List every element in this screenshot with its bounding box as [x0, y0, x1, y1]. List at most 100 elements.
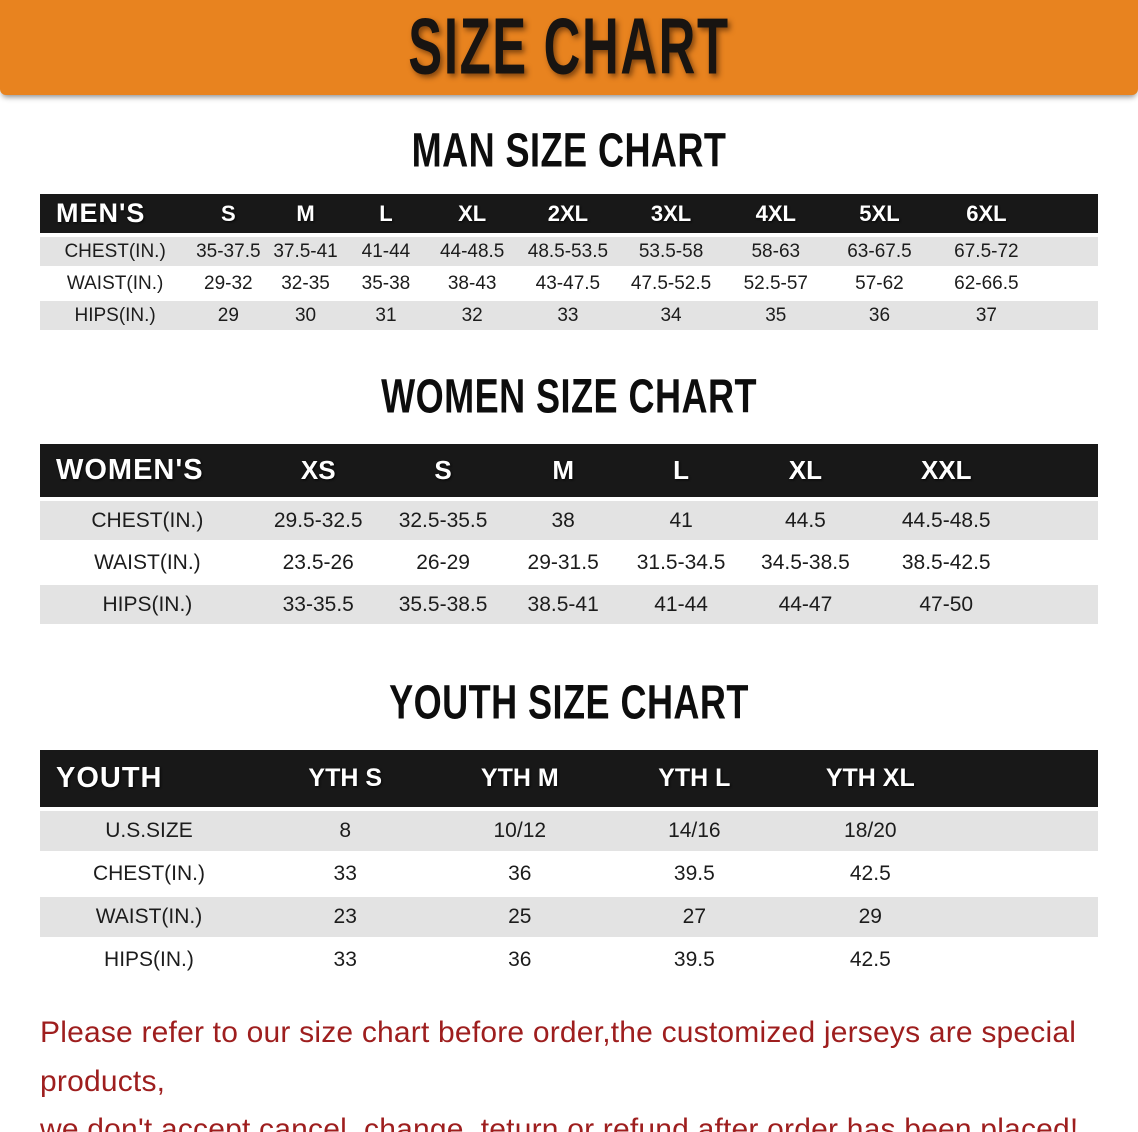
row-label: CHEST(IN.)	[40, 501, 255, 543]
youth-waist-row: WAIST(IN.) 23 25 27 29	[40, 897, 1098, 940]
women-size-header: S	[381, 444, 505, 501]
men-size-header: S	[190, 194, 267, 237]
women-size-header: XS	[254, 444, 382, 501]
row-label: HIPS(IN.)	[40, 940, 258, 983]
row-label: CHEST(IN.)	[40, 237, 191, 269]
size-cell: 38.5-42.5	[870, 543, 1098, 585]
size-cell: 38	[504, 501, 622, 543]
size-cell: 23.5-26	[254, 543, 382, 585]
size-cell: 63-67.5	[828, 237, 931, 269]
size-cell: 29.5-32.5	[254, 501, 382, 543]
youth-header-row: YOUTH YTH S YTH M YTH L YTH XL	[40, 750, 1098, 811]
size-cell: 37	[930, 301, 1098, 333]
size-cell: 36	[432, 854, 608, 897]
size-cell: 32.5-35.5	[381, 501, 505, 543]
row-label: CHEST(IN.)	[40, 854, 258, 897]
size-cell: 44-48.5	[427, 237, 518, 269]
size-cell: 44-47	[740, 585, 871, 627]
women-size-header: XXL	[870, 444, 1098, 501]
size-cell: 29-32	[190, 269, 267, 301]
men-section-title: MAN SIZE CHART	[411, 122, 727, 178]
footer-notice: Please refer to our size chart before or…	[40, 1009, 1098, 1132]
size-cell: 29-31.5	[504, 543, 622, 585]
size-cell: 31	[344, 301, 428, 333]
size-cell: 38.5-41	[504, 585, 622, 627]
size-cell: 33	[517, 301, 619, 333]
women-size-header: L	[621, 444, 741, 501]
size-cell: 33-35.5	[254, 585, 382, 627]
men-size-header: 3XL	[618, 194, 724, 237]
size-cell: 33	[257, 940, 433, 983]
row-label: WAIST(IN.)	[40, 269, 191, 301]
size-cell: 38-43	[427, 269, 518, 301]
size-cell: 47.5-52.5	[618, 269, 724, 301]
size-cell: 32	[427, 301, 518, 333]
youth-corner-label: YOUTH	[40, 750, 258, 811]
notice-line-1: Please refer to our size chart before or…	[40, 1016, 1077, 1098]
size-cell: 18/20	[781, 811, 1098, 854]
men-size-header: L	[344, 194, 428, 237]
youth-size-header: YTH L	[607, 750, 782, 811]
women-header-row: WOMEN'S XS S M L XL XXL	[40, 444, 1098, 501]
men-size-header: 4XL	[723, 194, 829, 237]
women-size-header: M	[504, 444, 622, 501]
size-cell: 39.5	[607, 940, 782, 983]
size-cell: 37.5-41	[266, 237, 345, 269]
size-cell: 36	[432, 940, 608, 983]
men-size-header: 2XL	[517, 194, 619, 237]
women-section-title: WOMEN SIZE CHART	[381, 368, 757, 424]
men-size-header: M	[266, 194, 345, 237]
youth-ussize-row: U.S.SIZE 8 10/12 14/16 18/20	[40, 811, 1098, 854]
row-label: U.S.SIZE	[40, 811, 258, 854]
size-cell: 10/12	[432, 811, 608, 854]
size-cell: 44.5	[740, 501, 871, 543]
men-hips-row: HIPS(IN.) 29 30 31 32 33 34 35 36 37	[40, 301, 1098, 333]
size-cell: 30	[266, 301, 345, 333]
size-cell: 62-66.5	[930, 269, 1098, 301]
size-cell: 29	[190, 301, 267, 333]
size-cell: 29	[781, 897, 1098, 940]
banner: SIZE CHART	[0, 0, 1138, 95]
size-cell: 26-29	[381, 543, 505, 585]
size-cell: 67.5-72	[930, 237, 1098, 269]
youth-size-table: YOUTH YTH S YTH M YTH L YTH XL U.S.SIZE …	[40, 750, 1098, 983]
size-cell: 42.5	[781, 940, 1098, 983]
men-header-row: MEN'S S M L XL 2XL 3XL 4XL 5XL 6XL	[40, 194, 1098, 237]
women-waist-row: WAIST(IN.) 23.5-26 26-29 29-31.5 31.5-34…	[40, 543, 1098, 585]
row-label: WAIST(IN.)	[40, 543, 255, 585]
youth-size-header: YTH XL	[781, 750, 1098, 811]
size-cell: 25	[432, 897, 608, 940]
men-size-table: MEN'S S M L XL 2XL 3XL 4XL 5XL 6XL CHEST…	[40, 194, 1098, 333]
banner-title: SIZE CHART	[408, 3, 730, 92]
men-size-header: 5XL	[828, 194, 931, 237]
size-cell: 58-63	[723, 237, 829, 269]
size-cell: 35.5-38.5	[381, 585, 505, 627]
size-cell: 33	[257, 854, 433, 897]
size-cell: 39.5	[607, 854, 782, 897]
size-cell: 57-62	[828, 269, 931, 301]
size-cell: 31.5-34.5	[621, 543, 741, 585]
size-cell: 41	[621, 501, 741, 543]
women-corner-label: WOMEN'S	[40, 444, 255, 501]
size-cell: 8	[257, 811, 433, 854]
women-chest-row: CHEST(IN.) 29.5-32.5 32.5-35.5 38 41 44.…	[40, 501, 1098, 543]
youth-section-title: YOUTH SIZE CHART	[389, 674, 749, 730]
size-cell: 14/16	[607, 811, 782, 854]
row-label: WAIST(IN.)	[40, 897, 258, 940]
youth-size-header: YTH S	[257, 750, 433, 811]
size-cell: 42.5	[781, 854, 1098, 897]
row-label: HIPS(IN.)	[40, 585, 255, 627]
size-cell: 32-35	[266, 269, 345, 301]
size-cell: 36	[828, 301, 931, 333]
women-hips-row: HIPS(IN.) 33-35.5 35.5-38.5 38.5-41 41-4…	[40, 585, 1098, 627]
size-cell: 35	[723, 301, 829, 333]
size-cell: 27	[607, 897, 782, 940]
youth-hips-row: HIPS(IN.) 33 36 39.5 42.5	[40, 940, 1098, 983]
youth-chest-row: CHEST(IN.) 33 36 39.5 42.5	[40, 854, 1098, 897]
size-cell: 41-44	[344, 237, 428, 269]
men-size-header: XL	[427, 194, 518, 237]
size-cell: 48.5-53.5	[517, 237, 619, 269]
men-chest-row: CHEST(IN.) 35-37.5 37.5-41 41-44 44-48.5…	[40, 237, 1098, 269]
size-cell: 47-50	[870, 585, 1098, 627]
